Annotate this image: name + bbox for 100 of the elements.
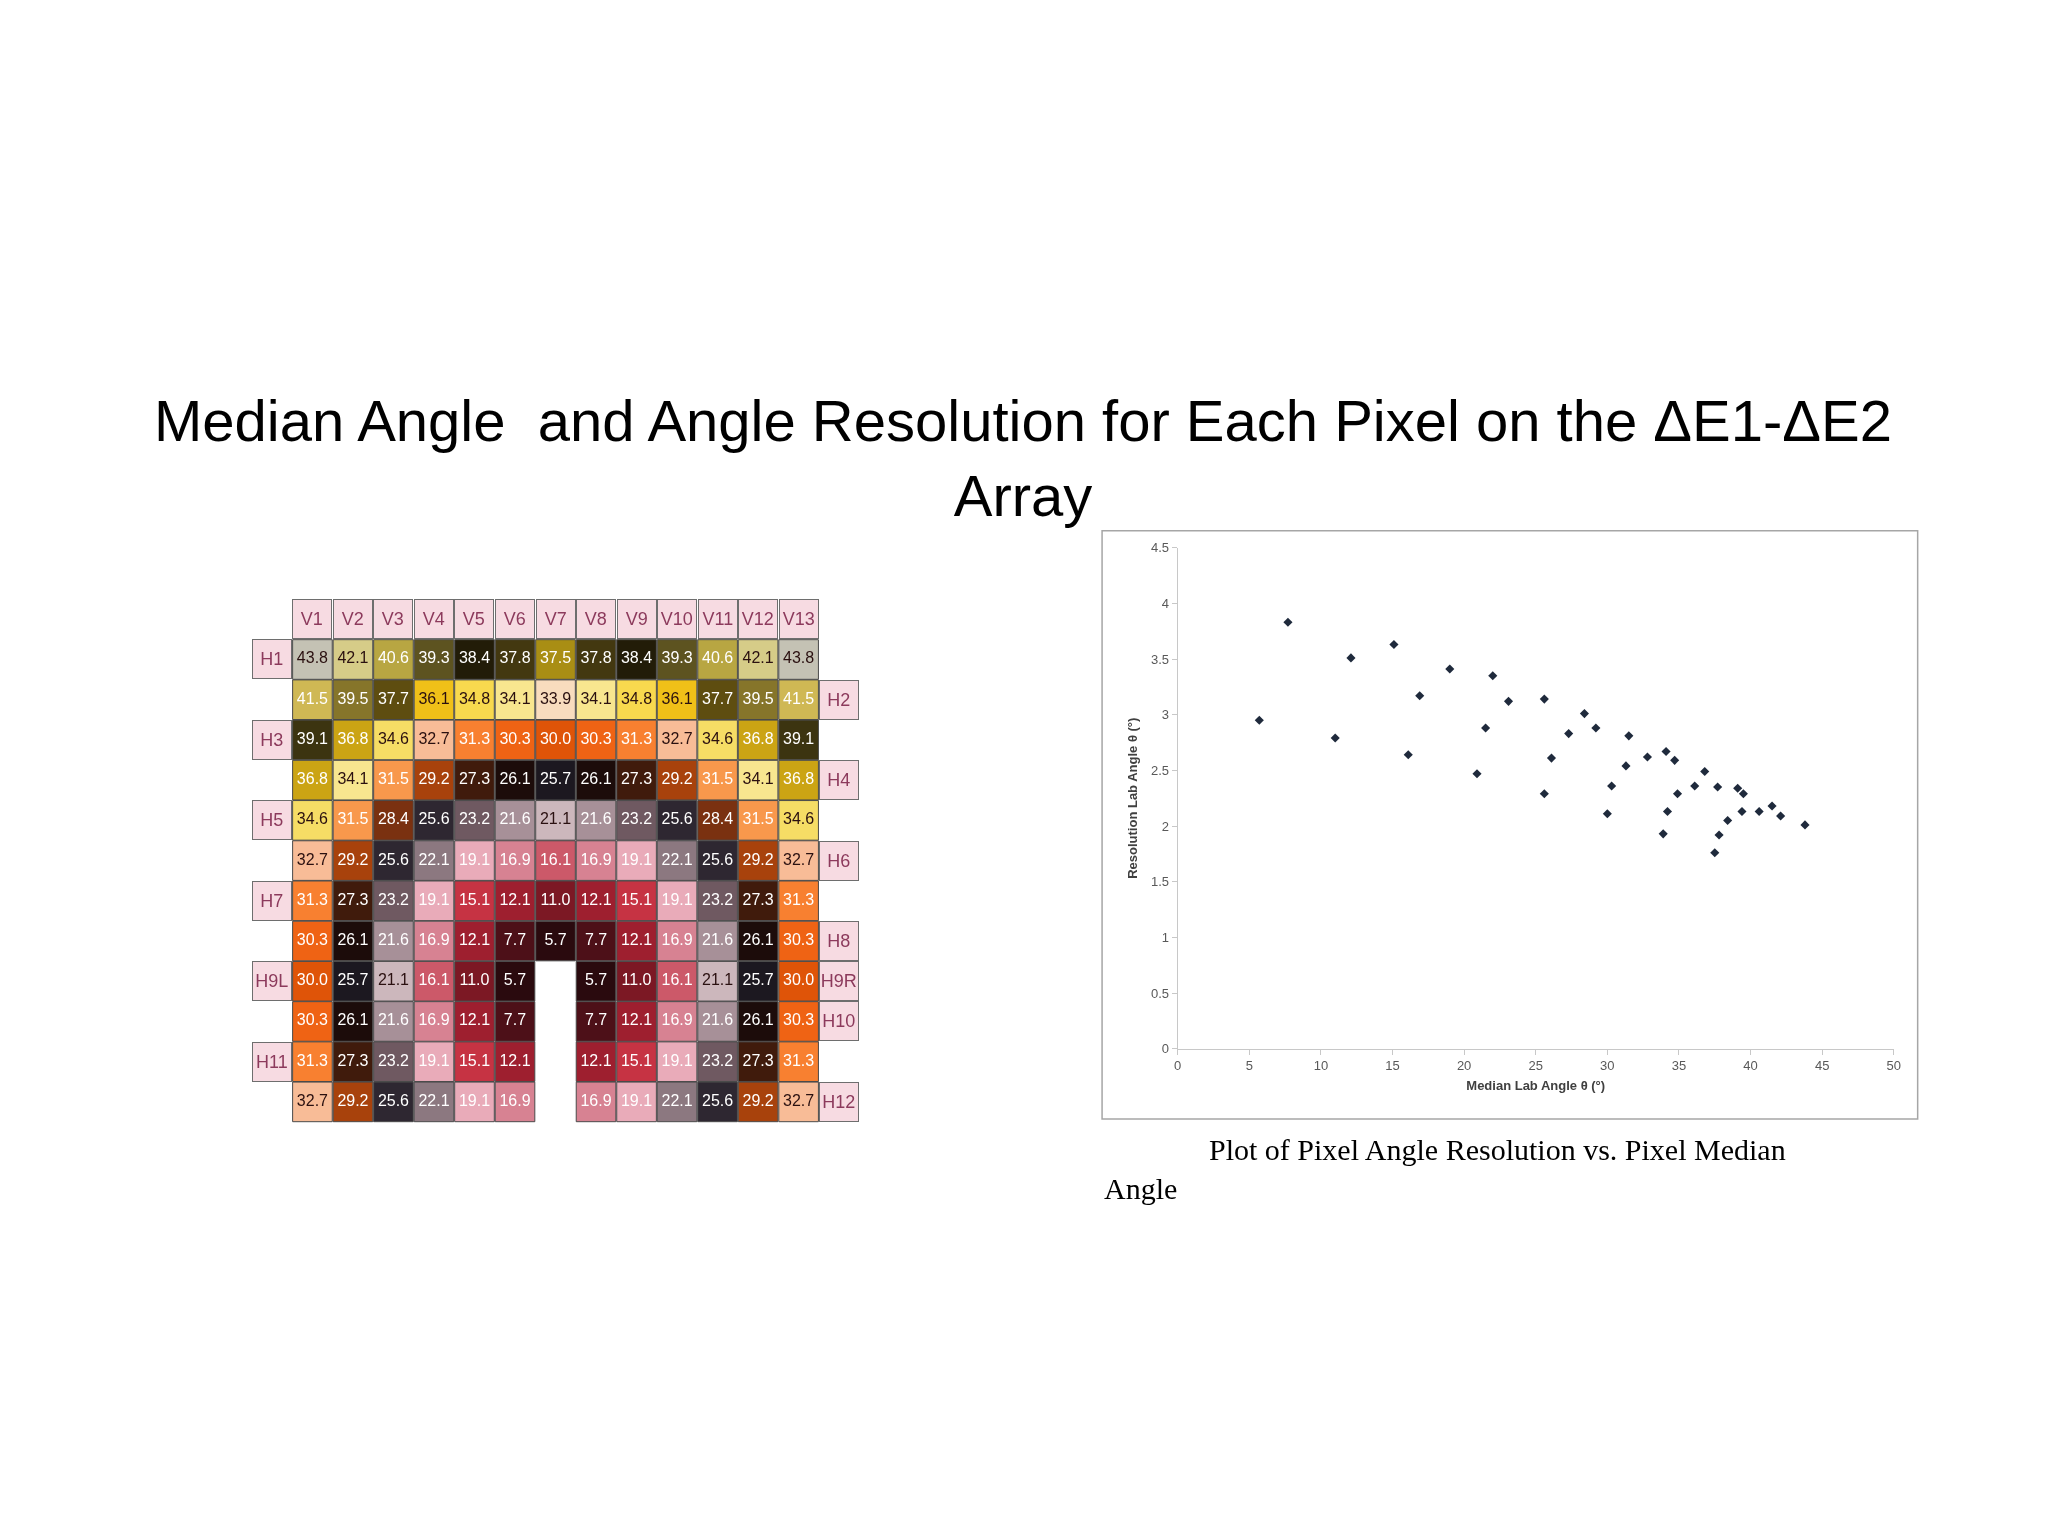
y-tick-label: H9L xyxy=(255,970,289,991)
data-label: 25.7 xyxy=(337,971,369,989)
data-label: 31.3 xyxy=(458,729,491,747)
x-tick-label: V2 xyxy=(341,608,364,629)
data-label: 30.3 xyxy=(580,729,612,747)
x-tick-label: 35 xyxy=(1671,1058,1687,1074)
data-label: 25.6 xyxy=(377,850,410,868)
data-label: 31.3 xyxy=(620,729,653,747)
data-label: 30.3 xyxy=(783,931,815,949)
x-tick-label: V10 xyxy=(660,608,693,629)
data-label: 25.6 xyxy=(377,1091,410,1109)
x-tick-label: V7 xyxy=(544,608,567,629)
data-label: 5.7 xyxy=(503,971,527,989)
data-label: 27.3 xyxy=(337,1051,369,1069)
data-label: 25.6 xyxy=(702,850,734,868)
y-tick-label: 0 xyxy=(1161,1041,1170,1057)
data-label: 19.1 xyxy=(620,850,653,868)
data-label: 16.1 xyxy=(539,850,572,868)
data-label: 21.6 xyxy=(377,1011,410,1029)
data-label: 16.1 xyxy=(661,971,693,989)
data-label: 27.3 xyxy=(337,890,369,908)
data-label: 28.4 xyxy=(702,810,734,828)
data-label: 31.5 xyxy=(337,810,369,828)
data-label: 5.7 xyxy=(544,931,567,949)
data-label: 7.7 xyxy=(503,931,527,949)
point xyxy=(1415,691,1425,701)
x-tick-label: 50 xyxy=(1886,1058,1902,1074)
data-label: 25.7 xyxy=(539,770,572,788)
data-label: 15.1 xyxy=(458,1051,491,1069)
data-label: 40.6 xyxy=(702,649,734,667)
point xyxy=(1346,653,1356,663)
data-label: 29.2 xyxy=(337,850,369,868)
point xyxy=(1472,769,1482,779)
data-label: 21.1 xyxy=(702,971,734,989)
y-axis-title: Resolution Lab Angle θ (°) xyxy=(1124,717,1140,879)
data-label: 34.6 xyxy=(702,729,734,747)
point xyxy=(1488,671,1498,681)
point xyxy=(1737,807,1747,817)
data-label: 29.2 xyxy=(418,770,450,788)
point xyxy=(1481,723,1491,733)
x-tick-label: V12 xyxy=(741,608,774,629)
point xyxy=(1546,753,1557,763)
data-label: 15.1 xyxy=(458,890,491,908)
data-label: 7.7 xyxy=(584,931,608,949)
x-tick-label: 45 xyxy=(1814,1058,1830,1074)
data-label: 37.8 xyxy=(499,649,531,667)
point xyxy=(1591,723,1601,733)
y2-tick-label: H4 xyxy=(827,769,851,790)
data-label: 32.7 xyxy=(296,850,329,868)
point xyxy=(1661,746,1671,756)
data-label: 21.1 xyxy=(377,971,410,989)
point xyxy=(1767,801,1777,811)
data-label: 29.2 xyxy=(742,1091,774,1109)
y-tick-label: 1.5 xyxy=(1150,874,1170,890)
data-label: 25.6 xyxy=(661,810,693,828)
x-tick-label: V3 xyxy=(381,608,404,629)
data-label: 27.3 xyxy=(742,890,774,908)
data-label: 39.1 xyxy=(296,729,329,747)
x-tick-label: V8 xyxy=(584,608,607,629)
data-label: 36.8 xyxy=(337,729,369,747)
point xyxy=(1670,755,1680,765)
data-label: 23.2 xyxy=(702,1051,734,1069)
data-label: 30.0 xyxy=(783,971,815,989)
point xyxy=(1690,781,1700,791)
data-label: 16.9 xyxy=(580,1091,612,1109)
data-label: 26.1 xyxy=(742,1011,774,1029)
data-label: 7.7 xyxy=(584,1011,608,1029)
data-label: 19.1 xyxy=(458,1091,491,1109)
y-tick-label: H5 xyxy=(260,809,284,830)
point xyxy=(1330,733,1340,743)
data-label: 31.5 xyxy=(377,770,410,788)
data-label: 21.1 xyxy=(539,810,572,828)
data-label: 42.1 xyxy=(742,649,774,667)
x-tick-label: V1 xyxy=(300,608,323,629)
x-tick-label: 15 xyxy=(1385,1058,1400,1074)
x-tick-label: V9 xyxy=(625,608,648,629)
data-label: 16.9 xyxy=(499,1091,531,1109)
data-label: 16.9 xyxy=(499,850,531,868)
point xyxy=(1776,811,1786,821)
data-label: 34.1 xyxy=(337,770,369,788)
data-label: 34.1 xyxy=(742,770,774,788)
point xyxy=(1733,783,1743,793)
point xyxy=(1403,750,1413,760)
point xyxy=(1539,694,1549,704)
text: Median Angle and Angle Resolution for Each Pixel on the ΔE1-ΔE2 Array xyxy=(154,388,1893,529)
data-label: 36.1 xyxy=(418,689,450,707)
data-label: 39.5 xyxy=(742,689,774,707)
data-label: 23.2 xyxy=(377,890,410,908)
data-label: 26.1 xyxy=(580,770,612,788)
data-label: 16.9 xyxy=(661,1011,693,1029)
x-tick-label: V6 xyxy=(503,608,526,629)
data-label: 21.6 xyxy=(499,810,531,828)
data-label: 36.8 xyxy=(296,770,329,788)
data-label: 41.5 xyxy=(783,689,815,707)
x-tick-label: 0 xyxy=(1174,1058,1182,1074)
point xyxy=(1754,807,1764,817)
data-label: 34.6 xyxy=(783,810,815,828)
data-label: 34.1 xyxy=(580,689,612,707)
data-label: 30.0 xyxy=(539,729,572,747)
x-tick-label: V11 xyxy=(702,608,734,629)
